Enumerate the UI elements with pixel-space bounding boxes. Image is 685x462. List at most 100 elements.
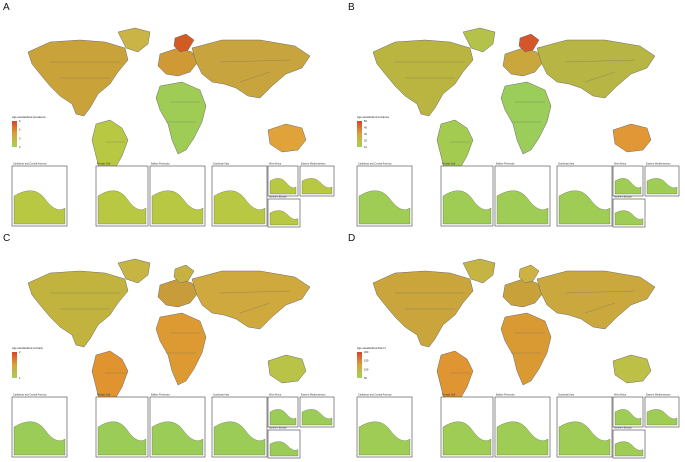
inset-label: West Africa — [269, 163, 282, 166]
country-borders — [50, 290, 291, 374]
inset-west-africa: West Africa — [267, 394, 299, 428]
inset-land — [269, 409, 297, 426]
map-panel-c: C Age-standardized mortality 2 1 Caribbean a… — [0, 231, 340, 462]
inset-label: Eastern Mediterranean — [301, 163, 326, 166]
region-scandinavia — [173, 33, 195, 53]
world-map — [372, 258, 656, 420]
legend-colorbar — [357, 121, 362, 147]
region-greenland — [117, 258, 151, 284]
legend-tick: 100 — [364, 367, 369, 371]
legend-tick: 50 — [364, 376, 367, 380]
region-africa — [155, 81, 207, 155]
inset-label: Southeast Asia — [558, 394, 575, 397]
inset-land — [358, 190, 411, 225]
border-line — [219, 59, 291, 63]
inset-label: Northern Europe — [269, 196, 287, 199]
region-australia — [267, 123, 307, 153]
inset-land — [269, 178, 297, 195]
inset-land — [614, 178, 642, 195]
inset-label: Eastern Mediterranean — [301, 394, 326, 397]
inset-maps: Caribbean and Central America Persian Gul… — [11, 394, 335, 459]
inset-land — [97, 190, 147, 225]
inset-land — [213, 421, 266, 456]
inset-maps: Caribbean and Central America Persian Gul… — [356, 394, 680, 459]
map-panel-b: B Age-standardized incidence 50 40 30 20 10 Car… — [345, 0, 685, 231]
inset-label: West Africa — [614, 163, 627, 166]
inset-label: Balkan Peninsula — [151, 394, 170, 397]
legend-title: Age-standardized mortality — [12, 346, 44, 350]
legend-tick: 150 — [364, 359, 369, 363]
inset-land — [646, 178, 678, 195]
region-asia — [536, 39, 656, 99]
inset-label: Persian Gulf — [442, 163, 455, 166]
inset-southeast-asia: Southeast Asia — [556, 394, 613, 458]
inset-label: Caribbean and Central America — [358, 394, 392, 397]
region-australia — [612, 354, 652, 384]
inset-eastern-mediterranean: Eastern Mediterranean — [299, 394, 335, 428]
inset-northern-europe: Northern Europe — [612, 196, 646, 228]
region-scandinavia — [518, 33, 540, 53]
inset-land — [614, 441, 644, 457]
inset-persian-gulf: Persian Gulf — [95, 163, 149, 227]
inset-southeast-asia: Southeast Asia — [556, 163, 613, 227]
border-line — [564, 290, 636, 294]
panel-letter: B — [348, 2, 355, 13]
inset-land — [151, 421, 204, 456]
legend-tick: 3 — [19, 136, 21, 140]
inset-eastern-mediterranean: Eastern Mediterranean — [644, 394, 680, 428]
inset-label: West Africa — [269, 394, 282, 397]
legend-title: Age-standardized prevalence — [12, 115, 46, 119]
border-line — [584, 302, 616, 314]
inset-land — [496, 421, 549, 456]
legend-tick: 9 — [19, 119, 21, 123]
region-greenland — [462, 258, 496, 284]
inset-label: Southeast Asia — [558, 163, 575, 166]
inset-land — [213, 190, 266, 225]
inset-caribbean-and-central-america: Caribbean and Central America — [11, 394, 68, 458]
region-africa — [500, 312, 552, 386]
border-line — [239, 71, 271, 83]
legend-tick: 6 — [19, 128, 21, 132]
legend-tick: 50 — [364, 119, 367, 123]
world-map — [27, 27, 311, 189]
inset-northern-europe: Northern Europe — [267, 196, 301, 228]
inset-balkan-peninsula: Balkan Peninsula — [494, 163, 551, 227]
inset-eastern-mediterranean: Eastern Mediterranean — [644, 163, 680, 197]
inset-label: Balkan Peninsula — [151, 163, 170, 166]
legend-tick: 20 — [364, 139, 367, 143]
inset-land — [97, 421, 147, 456]
inset-balkan-peninsula: Balkan Peninsula — [494, 394, 551, 458]
region-africa — [500, 81, 552, 155]
inset-label: Balkan Peninsula — [496, 163, 515, 166]
inset-label: Eastern Mediterranean — [646, 163, 671, 166]
region-africa — [155, 312, 207, 386]
panel-letter: C — [3, 233, 11, 244]
country-borders — [50, 59, 291, 143]
inset-land — [442, 190, 492, 225]
region-europe — [157, 47, 199, 77]
inset-land — [301, 178, 333, 195]
inset-land — [13, 421, 66, 456]
inset-label: Northern Europe — [269, 427, 287, 430]
inset-label: West Africa — [614, 394, 627, 397]
legend-colorbar — [12, 352, 17, 378]
region-australia — [612, 123, 652, 153]
legend-tick: 200 — [364, 350, 369, 354]
inset-label: Northern Europe — [614, 427, 632, 430]
legend-title: Age-standardized DALYs — [357, 346, 387, 350]
region-australia — [267, 354, 307, 384]
inset-eastern-mediterranean: Eastern Mediterranean — [299, 163, 335, 197]
inset-land — [269, 210, 299, 226]
border-line — [584, 71, 616, 83]
inset-caribbean-and-central-america: Caribbean and Central America — [356, 163, 413, 227]
inset-balkan-peninsula: Balkan Peninsula — [149, 394, 206, 458]
legend-tick: 0 — [19, 145, 21, 149]
legend-tick: 2 — [19, 350, 21, 354]
inset-land — [151, 190, 204, 225]
inset-northern-europe: Northern Europe — [612, 427, 646, 459]
legend-tick: 40 — [364, 126, 367, 130]
